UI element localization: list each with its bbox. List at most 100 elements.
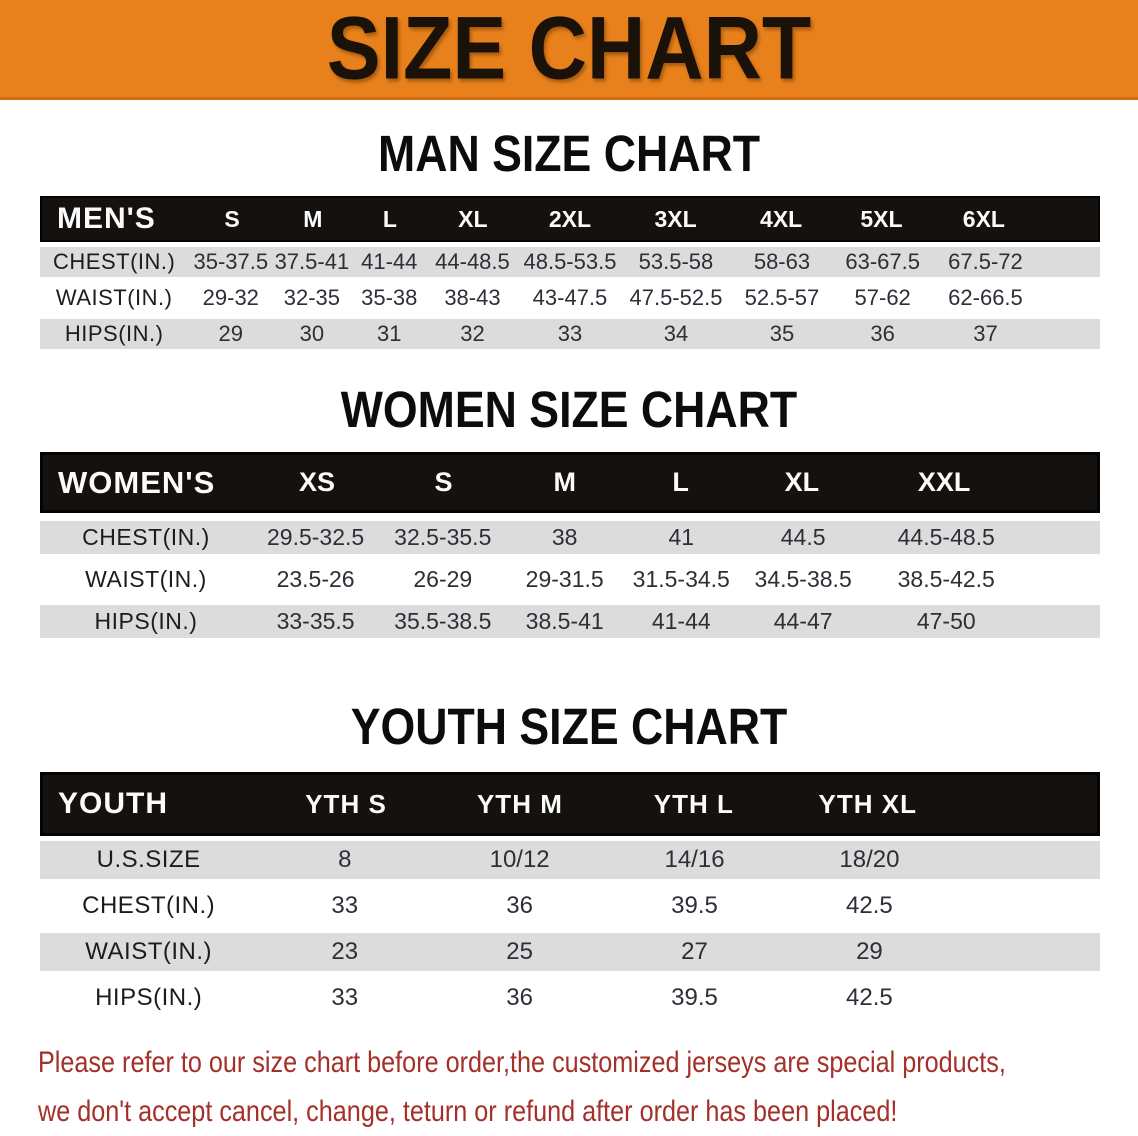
column-header: YTH M <box>476 788 563 819</box>
size-cell: 35-37.5 <box>193 249 269 274</box>
table-row: HIPS(IN.) 33-35.5 35.5-38.5 38.5-41 41-4… <box>40 605 1100 638</box>
size-cell: 36 <box>506 892 533 919</box>
table-row: HIPS(IN.) 29 30 31 32 33 34 35 36 37 <box>40 319 1100 349</box>
table-row: WAIST(IN.) 29-32 32-35 35-38 38-43 43-47… <box>40 283 1100 313</box>
size-cell: 23.5-26 <box>276 566 355 592</box>
column-header: L <box>382 205 397 232</box>
size-cell: 35-38 <box>361 285 418 310</box>
column-header: XL <box>784 467 820 497</box>
size-cell: 10/12 <box>489 846 550 873</box>
page-title: SIZE CHART <box>326 0 812 99</box>
size-cell: 32 <box>460 321 485 346</box>
size-cell: 44.5-48.5 <box>897 524 995 550</box>
size-cell: 58-63 <box>753 249 811 274</box>
size-cell: 38-43 <box>444 285 501 310</box>
women-table-header-row: WOMEN'S XS S M L XL XXL <box>40 452 1100 513</box>
size-cell: 44-47 <box>773 608 833 634</box>
size-cell: 44.5 <box>780 524 826 550</box>
table-row: CHEST(IN.) 33 36 39.5 42.5 <box>40 887 1100 925</box>
column-header: 6XL <box>962 205 1005 232</box>
size-cell: 47-50 <box>916 608 976 634</box>
women-size-table: WOMEN'S XS S M L XL XXL CHEST(IN.) 29.5-… <box>40 452 1100 647</box>
size-cell: 53.5-58 <box>638 249 714 274</box>
size-cell: 8 <box>338 846 352 873</box>
row-label: CHEST(IN.) <box>82 892 216 919</box>
column-header: S <box>224 205 240 232</box>
men-corner-label: MEN'S <box>57 202 156 235</box>
men-section-heading: MAN SIZE CHART <box>378 124 760 182</box>
size-cell: 23 <box>331 938 359 965</box>
column-header: YTH S <box>305 788 387 819</box>
column-header: XXL <box>917 467 971 497</box>
size-cell: 48.5-53.5 <box>523 249 617 274</box>
column-header: 2XL <box>548 205 592 232</box>
women-corner-label: WOMEN'S <box>58 464 216 500</box>
size-cell: 38.5-42.5 <box>897 566 995 592</box>
size-cell: 57-62 <box>854 285 911 310</box>
size-cell: 36 <box>870 321 895 346</box>
size-cell: 26-29 <box>413 566 473 592</box>
size-cell: 36 <box>506 984 533 1011</box>
men-table-header-row: MEN'S S M L XL 2XL 3XL 4XL 5XL 6XL <box>40 196 1100 242</box>
size-cell: 14/16 <box>664 846 725 873</box>
table-row: CHEST(IN.) 29.5-32.5 32.5-35.5 38 41 44.… <box>40 521 1100 554</box>
row-label: WAIST(IN.) <box>85 938 213 965</box>
table-row: CHEST(IN.) 35-37.5 37.5-41 41-44 44-48.5… <box>40 247 1100 277</box>
size-cell: 32-35 <box>283 285 341 310</box>
column-header: XL <box>458 205 488 232</box>
size-cell: 34.5-38.5 <box>754 566 852 592</box>
size-cell: 27 <box>681 938 708 965</box>
size-cell: 39.5 <box>671 892 718 919</box>
row-label: CHEST(IN.) <box>53 249 176 274</box>
size-cell: 32.5-35.5 <box>394 524 492 550</box>
size-cell: 37 <box>973 321 998 346</box>
size-cell: 29 <box>218 321 244 346</box>
row-label: HIPS(IN.) <box>64 321 164 346</box>
size-cell: 39.5 <box>671 984 718 1011</box>
size-cell: 38.5-41 <box>525 608 604 634</box>
column-header: S <box>434 467 453 497</box>
size-cell: 41 <box>668 524 695 550</box>
size-cell: 62-66.5 <box>948 285 1023 310</box>
size-cell: 31.5-34.5 <box>632 566 730 592</box>
size-cell: 47.5-52.5 <box>629 285 723 310</box>
column-header: YTH XL <box>818 788 917 819</box>
row-label: U.S.SIZE <box>96 846 201 873</box>
row-label: WAIST(IN.) <box>85 566 207 592</box>
row-label: WAIST(IN.) <box>55 285 173 310</box>
size-cell: 42.5 <box>846 984 893 1011</box>
youth-table-header-row: YOUTH YTH S YTH M YTH L YTH XL <box>40 772 1100 836</box>
size-cell: 41-44 <box>361 249 418 274</box>
size-cell: 33 <box>557 321 583 346</box>
size-cell: 33 <box>331 892 359 919</box>
column-header: M <box>303 205 323 232</box>
row-label: HIPS(IN.) <box>95 984 203 1011</box>
column-header: 4XL <box>760 205 803 232</box>
disclaimer-line-1: Please refer to our size chart before or… <box>38 1046 1006 1079</box>
size-cell: 41-44 <box>651 608 711 634</box>
column-header: 5XL <box>860 205 903 232</box>
size-cell: 29.5-32.5 <box>266 524 365 550</box>
size-cell: 35.5-38.5 <box>394 608 492 634</box>
row-label: CHEST(IN.) <box>82 524 210 550</box>
size-cell: 37.5-41 <box>274 249 350 274</box>
youth-section-heading: YOUTH SIZE CHART <box>350 697 788 755</box>
row-label: HIPS(IN.) <box>94 608 198 634</box>
size-cell: 67.5-72 <box>948 249 1023 274</box>
size-cell: 25 <box>506 938 533 965</box>
size-cell: 33 <box>331 984 359 1011</box>
size-cell: 38 <box>551 524 578 550</box>
size-cell: 63-67.5 <box>845 249 920 274</box>
size-cell: 43-47.5 <box>532 285 608 310</box>
column-header: 3XL <box>654 205 697 232</box>
size-cell: 29-32 <box>202 285 259 310</box>
table-row: HIPS(IN.) 33 36 39.5 42.5 <box>40 979 1100 1017</box>
disclaimer-note: Please refer to our size chart before or… <box>38 1038 1006 1136</box>
table-row: U.S.SIZE 8 10/12 14/16 18/20 <box>40 841 1100 879</box>
column-header: M <box>553 467 576 497</box>
size-cell: 30 <box>299 321 325 346</box>
men-size-table: MEN'S S M L XL 2XL 3XL 4XL 5XL 6XL CHEST… <box>40 196 1100 355</box>
size-cell: 33-35.5 <box>276 608 355 634</box>
size-cell: 44-48.5 <box>435 249 510 274</box>
size-cell: 52.5-57 <box>744 285 820 310</box>
